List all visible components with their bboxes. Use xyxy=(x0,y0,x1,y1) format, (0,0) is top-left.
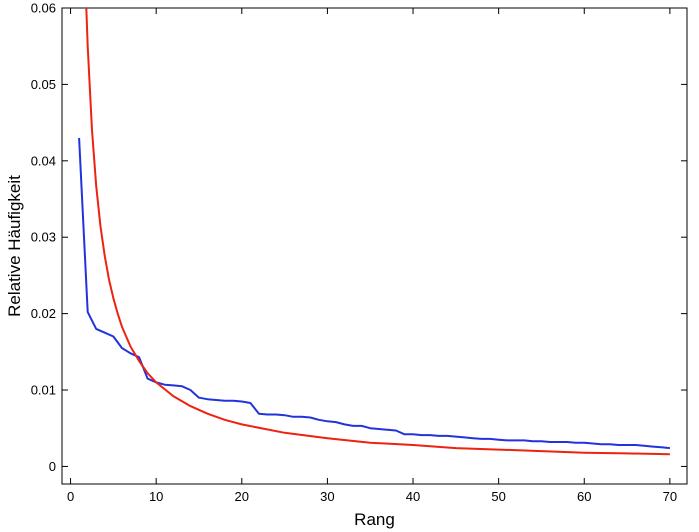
y-tick-label: 0.01 xyxy=(31,383,56,398)
x-tick-label: 40 xyxy=(406,489,420,504)
series-fit-line xyxy=(85,8,670,456)
x-tick-label: 0 xyxy=(67,489,74,504)
y-tick-label: 0.06 xyxy=(31,1,56,16)
y-tick-label: 0.04 xyxy=(31,153,56,168)
y-tick-label: 0.05 xyxy=(31,77,56,92)
x-axis-label: Rang xyxy=(354,510,395,529)
axis-ticks xyxy=(62,7,687,484)
x-tick-label: 70 xyxy=(663,489,677,504)
y-tick-label: 0.03 xyxy=(31,230,56,245)
series-observed-line xyxy=(78,137,670,450)
x-tick-label: 10 xyxy=(149,489,163,504)
plot-frame xyxy=(61,7,688,485)
x-tick-label: 60 xyxy=(577,489,591,504)
x-tick-label: 30 xyxy=(320,489,334,504)
y-axis-label: Relative Häufigkeit xyxy=(5,175,24,317)
x-tick-label: 50 xyxy=(491,489,505,504)
y-tick-label: 0.02 xyxy=(31,306,56,321)
x-tick-label: 20 xyxy=(235,489,249,504)
y-tick-label: 0 xyxy=(49,459,56,474)
x-tick-labels: 0 10 20 30 40 50 60 70 xyxy=(67,489,677,504)
y-tick-labels: 0 0.01 0.02 0.03 0.04 0.05 0.06 xyxy=(31,1,56,474)
series-lines xyxy=(78,8,670,456)
